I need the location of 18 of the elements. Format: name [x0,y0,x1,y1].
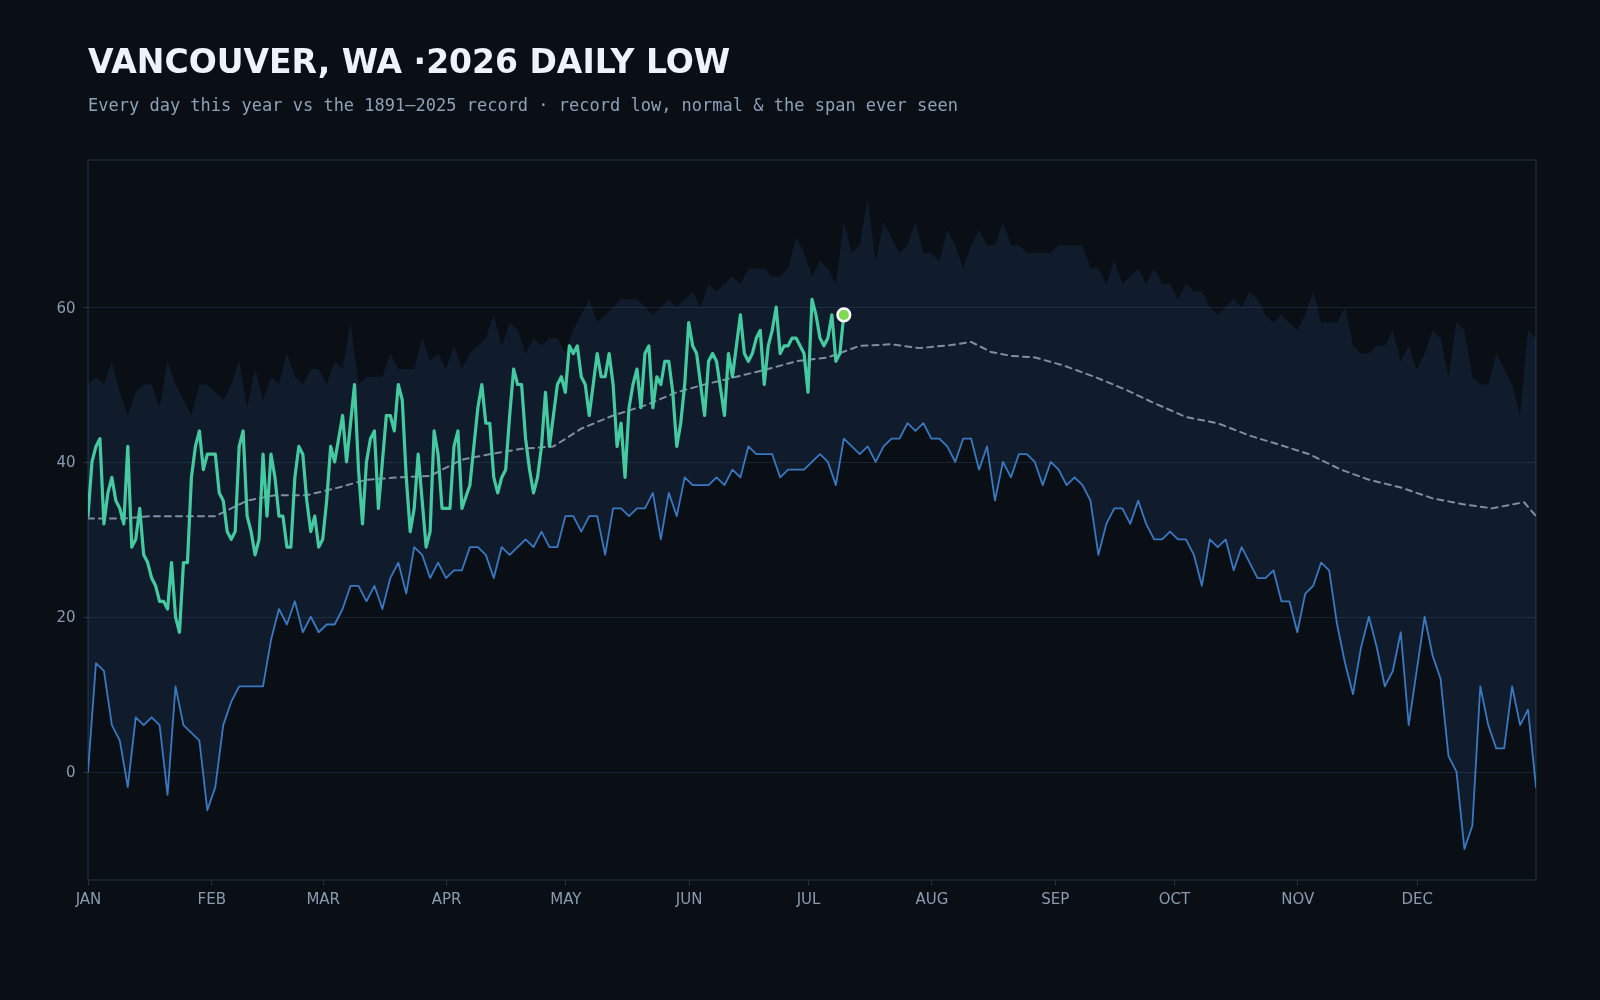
y-tick-label: 40 [56,453,76,472]
x-tick-label: MAR [306,889,341,908]
x-tick-label: OCT [1158,889,1192,908]
y-tick-label: 60 [56,298,76,317]
x-tick-label: APR [431,889,462,908]
x-tick-label: SEP [1041,889,1070,908]
x-tick-label: JUN [674,889,703,908]
chart-subtitle: Every day this year vs the 1891–2025 record · record low, normal & the span ever seen [88,95,958,115]
x-tick-label: MAY [550,889,583,908]
y-tick-label: 20 [56,608,76,627]
x-tick-label: FEB [197,889,227,908]
chart-title: VANCOUVER, WA ·2026 DAILY LOW [88,42,731,81]
x-tick-label: DEC [1401,889,1433,908]
x-tick-label: JAN [74,889,102,908]
x-tick-label: NOV [1281,889,1316,908]
x-tick-label: AUG [915,889,949,908]
y-tick-label: 0 [65,763,76,782]
x-tick-label: JUL [795,889,822,908]
